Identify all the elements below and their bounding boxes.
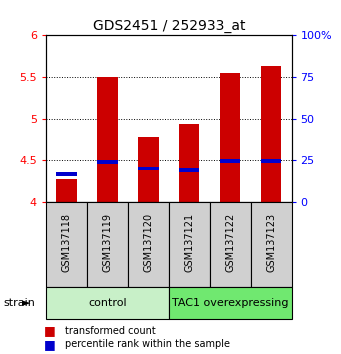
Bar	[261, 159, 281, 163]
Text: control: control	[88, 298, 127, 308]
Text: ■: ■	[44, 325, 56, 337]
Bar	[56, 179, 77, 202]
Text: GSM137121: GSM137121	[184, 213, 194, 272]
Bar	[97, 77, 118, 202]
Bar	[179, 124, 199, 202]
Text: transformed count: transformed count	[65, 326, 155, 336]
Text: ■: ■	[44, 338, 56, 350]
Text: percentile rank within the sample: percentile rank within the sample	[65, 339, 230, 349]
Bar	[46, 202, 87, 287]
Bar	[220, 73, 240, 202]
Bar	[97, 160, 118, 164]
Bar	[169, 287, 292, 319]
Bar	[169, 202, 210, 287]
Bar	[251, 202, 292, 287]
Text: ►: ►	[22, 298, 31, 308]
Bar	[56, 172, 77, 176]
Text: GSM137123: GSM137123	[266, 213, 276, 272]
Bar	[138, 167, 159, 170]
Bar	[138, 137, 159, 202]
Bar	[128, 202, 169, 287]
Text: GSM137119: GSM137119	[102, 213, 113, 272]
Text: GSM137118: GSM137118	[61, 213, 72, 272]
Bar	[46, 287, 169, 319]
Bar	[220, 159, 240, 163]
Bar	[210, 202, 251, 287]
Text: GSM137122: GSM137122	[225, 213, 235, 272]
Text: strain: strain	[3, 298, 35, 308]
Bar	[261, 66, 281, 202]
Bar	[179, 168, 199, 172]
Bar	[87, 202, 128, 287]
Text: GSM137120: GSM137120	[143, 213, 153, 272]
Text: TAC1 overexpressing: TAC1 overexpressing	[172, 298, 288, 308]
Title: GDS2451 / 252933_at: GDS2451 / 252933_at	[92, 19, 245, 33]
